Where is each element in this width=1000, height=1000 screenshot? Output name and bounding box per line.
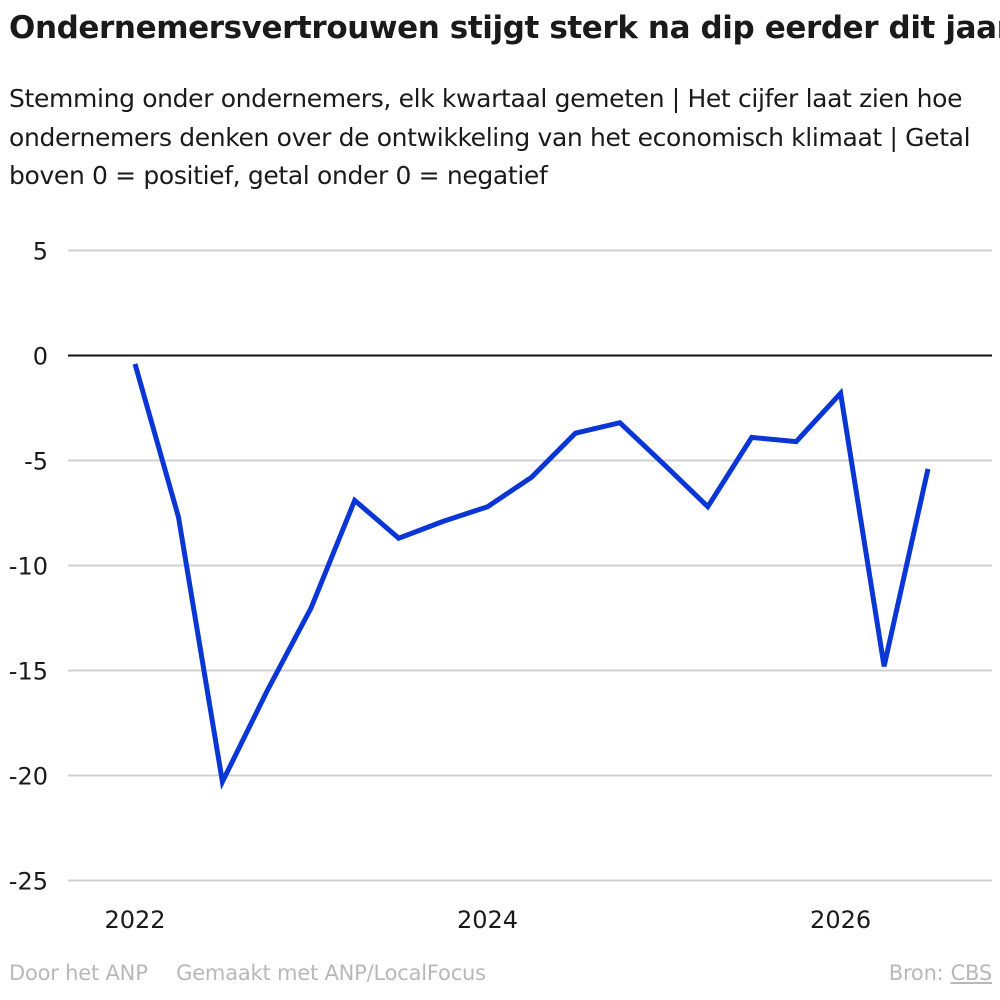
data-point-2025-04-01[interactable] (702, 501, 714, 513)
chart-title: Ondernemersvertrouwen stijgt sterk na di… (9, 10, 1000, 46)
x-tick-label-2022: 2022 (104, 906, 165, 934)
data-point-2022-10-01[interactable] (261, 686, 273, 698)
x-tick-label-2024: 2024 (457, 906, 518, 934)
credit-anp: Door het ANP (9, 961, 148, 985)
source-link-cbs[interactable]: CBS (950, 961, 993, 985)
series-layer (129, 358, 934, 790)
source-label: Bron: (888, 961, 944, 985)
data-point-2022-07-01[interactable] (216, 776, 228, 788)
footer: Door het ANP Gemaakt met ANP/LocalFocus … (9, 958, 992, 988)
series-line (132, 363, 931, 790)
data-point-2025-01-01[interactable] (658, 459, 670, 471)
data-point-2023-07-01[interactable] (393, 532, 405, 544)
data-point-2026-07-01[interactable] (922, 463, 934, 475)
data-point-2026-04-01[interactable] (878, 660, 890, 672)
data-point-2023-01-01[interactable] (305, 602, 317, 614)
data-point-2024-10-01[interactable] (614, 417, 626, 429)
data-point-2024-04-01[interactable] (526, 471, 538, 483)
y-tick-label: 5 (33, 238, 48, 266)
source: Bron: CBS (889, 958, 992, 988)
data-point-2025-10-01[interactable] (790, 436, 802, 448)
data-point-2023-04-01[interactable] (349, 494, 361, 506)
data-point-2024-01-01[interactable] (482, 501, 494, 513)
x-axis-tick-labels: 2022 2024 2026 (104, 906, 871, 934)
y-tick-label: -5 (24, 448, 48, 476)
y-tick-label: -25 (9, 868, 48, 896)
data-point-2024-07-01[interactable] (569, 427, 581, 439)
x-tick-label-2026: 2026 (810, 906, 871, 934)
chart-subtitle: Stemming onder ondernemers, elk kwartaal… (9, 84, 971, 190)
data-point-2026-01-01[interactable] (835, 387, 847, 399)
credit-localfocus[interactable]: Gemaakt met ANP/LocalFocus (176, 961, 486, 985)
data-point-2025-07-01[interactable] (746, 431, 758, 443)
y-tick-label: 0 (33, 343, 48, 371)
y-axis-tick-labels: 5 0 -5 -10 -15 -20 -25 (9, 238, 48, 896)
gridlines (68, 249, 992, 882)
y-tick-label: -10 (9, 553, 48, 581)
data-point-2022-01-01[interactable] (129, 358, 141, 370)
data-point-2023-10-01[interactable] (437, 515, 449, 527)
y-tick-label: -20 (9, 763, 48, 791)
y-tick-label: -15 (9, 658, 48, 686)
data-point-2022-04-01[interactable] (173, 511, 185, 523)
